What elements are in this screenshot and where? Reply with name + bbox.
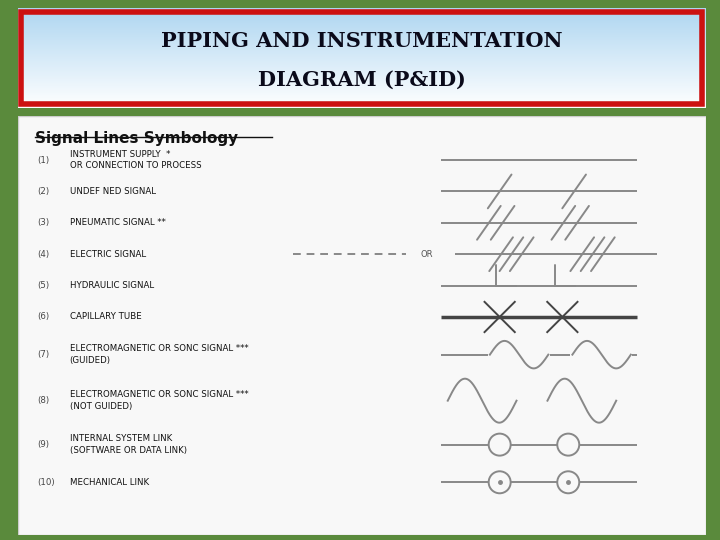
Text: (9): (9): [37, 440, 49, 449]
Text: HYDRAULIC SIGNAL: HYDRAULIC SIGNAL: [70, 281, 153, 290]
Text: Signal Lines Symbology: Signal Lines Symbology: [35, 131, 238, 146]
Text: UNDEF NED SIGNAL: UNDEF NED SIGNAL: [70, 187, 156, 196]
Text: ELECTRIC SIGNAL: ELECTRIC SIGNAL: [70, 249, 145, 259]
Text: PIPING AND INSTRUMENTATION: PIPING AND INSTRUMENTATION: [161, 31, 562, 51]
Text: OR: OR: [420, 249, 433, 259]
Text: (7): (7): [37, 350, 50, 359]
Text: INSTRUMENT SUPPLY  *
OR CONNECTION TO PROCESS: INSTRUMENT SUPPLY * OR CONNECTION TO PRO…: [70, 150, 201, 170]
Text: CAPILLARY TUBE: CAPILLARY TUBE: [70, 313, 141, 321]
Text: (4): (4): [37, 249, 50, 259]
Text: MECHANICAL LINK: MECHANICAL LINK: [70, 478, 149, 487]
Text: (3): (3): [37, 218, 50, 227]
Text: (2): (2): [37, 187, 50, 196]
Text: PNEUMATIC SIGNAL **: PNEUMATIC SIGNAL **: [70, 218, 166, 227]
Text: INTERNAL SYSTEM LINK
(SOFTWARE OR DATA LINK): INTERNAL SYSTEM LINK (SOFTWARE OR DATA L…: [70, 434, 186, 455]
FancyBboxPatch shape: [18, 116, 706, 535]
Text: (5): (5): [37, 281, 50, 290]
Text: DIAGRAM (P&ID): DIAGRAM (P&ID): [258, 70, 466, 90]
Text: (1): (1): [37, 156, 50, 165]
Text: (8): (8): [37, 396, 50, 405]
Text: (10): (10): [37, 478, 55, 487]
Text: ELECTROMAGNETIC OR SONC SIGNAL ***
(NOT GUIDED): ELECTROMAGNETIC OR SONC SIGNAL *** (NOT …: [70, 390, 248, 411]
Text: ELECTROMAGNETIC OR SONC SIGNAL ***
(GUIDED): ELECTROMAGNETIC OR SONC SIGNAL *** (GUID…: [70, 345, 248, 365]
Text: (6): (6): [37, 313, 50, 321]
